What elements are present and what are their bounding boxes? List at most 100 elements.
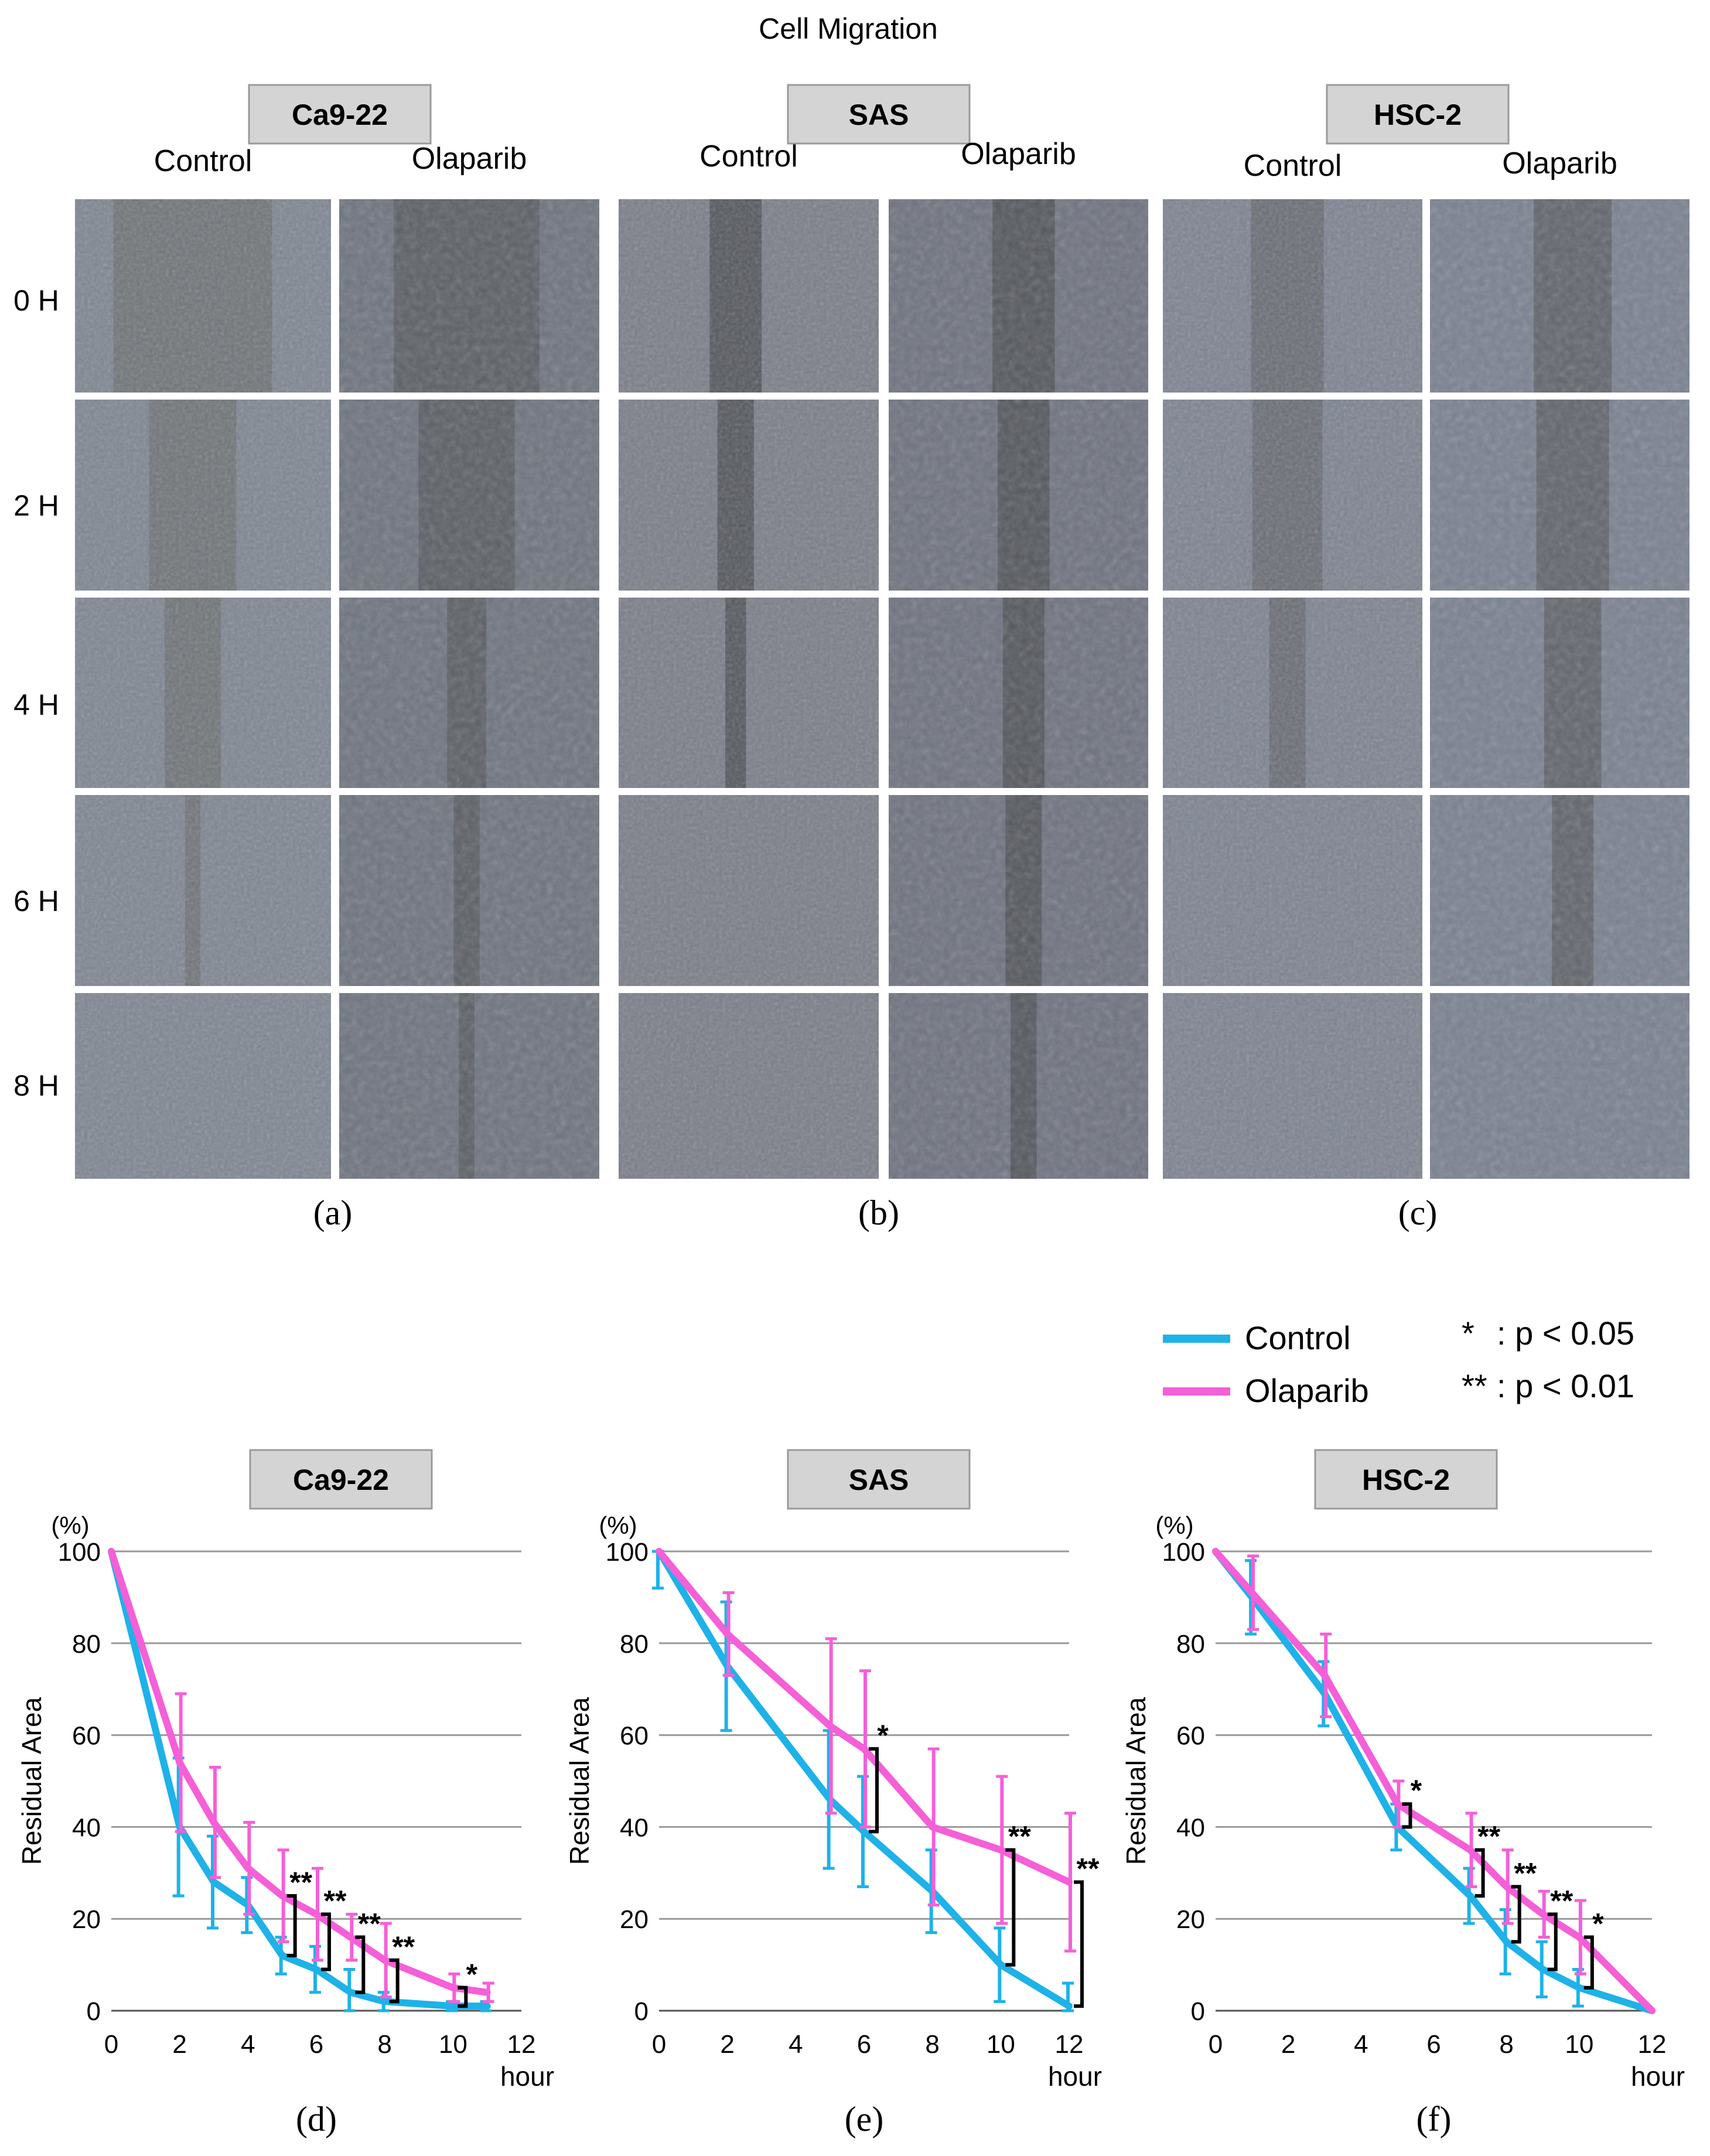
cell-texture bbox=[339, 993, 599, 1179]
chart-title: Ca9-22 bbox=[293, 1464, 389, 1496]
bracket-line bbox=[869, 1747, 879, 1834]
significance-label: ** bbox=[358, 1908, 381, 1940]
significance-bracket: * bbox=[869, 1719, 889, 1834]
cell-texture bbox=[619, 400, 879, 591]
y-tick-label: 20 bbox=[1176, 1905, 1205, 1934]
micrograph-image bbox=[75, 199, 331, 393]
series-line bbox=[108, 1548, 491, 2010]
y-axis-label: Residual Area bbox=[16, 1697, 47, 1865]
series-line bbox=[1212, 1548, 1656, 2014]
chart-2: SAS 0 20 40 60 80 100 0 2 4 6 8 10 12 (%) Residual Area… bbox=[564, 1449, 1102, 2138]
x-axis-label: hour bbox=[500, 2061, 554, 2092]
micrograph-image bbox=[1430, 993, 1689, 1179]
legend: Control Olaparib * : p < 0.05 ** : p < 0… bbox=[1163, 1315, 1634, 1409]
legend-sig2-symbol: ** bbox=[1462, 1367, 1487, 1404]
x-axis-label: hour bbox=[1048, 2061, 1102, 2092]
micrograph-image bbox=[1163, 993, 1422, 1179]
panel-letter: (a) bbox=[313, 1193, 353, 1232]
cell-texture bbox=[619, 199, 879, 393]
x-tick-label: 12 bbox=[1055, 2030, 1084, 2059]
y-tick-label: 0 bbox=[87, 1997, 101, 2026]
column-label-control: Control bbox=[699, 139, 798, 173]
legend-sig2-text: : p < 0.01 bbox=[1497, 1367, 1634, 1404]
cell-texture bbox=[75, 400, 331, 591]
cell-texture bbox=[75, 795, 331, 986]
cell-line-tab bbox=[787, 84, 971, 145]
cell-texture bbox=[339, 199, 599, 393]
significance-bracket: ** bbox=[1511, 1857, 1537, 1944]
cell-line-tab bbox=[248, 84, 432, 145]
significance-bracket: ** bbox=[355, 1908, 381, 1994]
y-tick-label: 60 bbox=[620, 1722, 648, 1751]
micrograph-image bbox=[619, 199, 879, 393]
x-tick-label: 6 bbox=[857, 2030, 871, 2059]
significance-label: ** bbox=[324, 1884, 347, 1917]
y-tick-label: 100 bbox=[1162, 1538, 1205, 1567]
x-tick-label: 6 bbox=[1426, 2030, 1441, 2059]
cell-line-label: SAS bbox=[849, 98, 909, 131]
significance-label: ** bbox=[1477, 1820, 1500, 1853]
micrograph-image bbox=[1163, 598, 1422, 788]
y-tick-label: 0 bbox=[634, 1997, 648, 2026]
micrograph-image bbox=[1163, 400, 1422, 591]
significance-label: ** bbox=[289, 1866, 312, 1899]
micrograph-image bbox=[889, 400, 1148, 591]
panel-letter: (d) bbox=[296, 2100, 337, 2138]
y-tick-label: 60 bbox=[1176, 1722, 1205, 1751]
x-tick-label: 8 bbox=[377, 2030, 391, 2059]
significance-label: * bbox=[1592, 1908, 1604, 1940]
micrograph-image bbox=[75, 795, 331, 986]
x-tick-label: 2 bbox=[1281, 2030, 1295, 2059]
significance-bracket: * bbox=[1402, 1774, 1422, 1829]
cell-texture bbox=[889, 993, 1148, 1179]
micrograph-image bbox=[619, 795, 879, 986]
cell-texture bbox=[1163, 400, 1422, 591]
x-tick-label: 8 bbox=[925, 2030, 939, 2059]
chart-title: SAS bbox=[849, 1464, 909, 1496]
bracket-line bbox=[1005, 1848, 1016, 1967]
y-tick-label: 80 bbox=[620, 1630, 648, 1659]
legend-control-label: Control bbox=[1245, 1319, 1351, 1356]
cell-texture bbox=[619, 795, 879, 986]
x-tick-label: 8 bbox=[1499, 2030, 1513, 2059]
cell-line-tab bbox=[1326, 84, 1510, 145]
cell-texture bbox=[339, 598, 599, 788]
micrograph-image bbox=[619, 598, 879, 788]
column-label-control: Control bbox=[1244, 149, 1342, 183]
bracket-line bbox=[355, 1935, 366, 1994]
time-label: 4 H bbox=[13, 688, 59, 721]
cell-line-label: Ca9-22 bbox=[292, 98, 388, 131]
x-tick-label: 0 bbox=[104, 2030, 118, 2059]
y-tick-label: 20 bbox=[620, 1905, 648, 1934]
cell-texture bbox=[1163, 993, 1422, 1179]
significance-bracket: * bbox=[458, 1958, 478, 2008]
bracket-line bbox=[458, 1986, 468, 2008]
cell-texture bbox=[75, 199, 331, 393]
cell-texture bbox=[889, 400, 1148, 591]
micrograph-image bbox=[1430, 199, 1689, 393]
cell-texture bbox=[1430, 400, 1689, 591]
micrograph-image bbox=[339, 993, 599, 1179]
y-tick-label: 40 bbox=[620, 1813, 648, 1842]
micrograph-image bbox=[339, 199, 599, 393]
significance-label: * bbox=[1411, 1774, 1422, 1807]
x-tick-label: 12 bbox=[1638, 2030, 1667, 2059]
cell-texture bbox=[1163, 795, 1422, 986]
micrograph-image bbox=[1163, 795, 1422, 986]
bracket-line bbox=[286, 1894, 297, 1957]
significance-label: ** bbox=[1550, 1884, 1573, 1917]
series-olaparib bbox=[108, 1548, 494, 2003]
column-label-control: Control bbox=[154, 144, 252, 178]
cell-texture bbox=[1430, 199, 1689, 393]
cell-texture bbox=[889, 795, 1148, 986]
x-tick-label: 12 bbox=[507, 2030, 536, 2059]
micrograph-image bbox=[1163, 199, 1422, 393]
micrograph-image bbox=[1430, 598, 1689, 788]
significance-bracket: ** bbox=[1074, 1852, 1100, 2008]
significance-label: * bbox=[877, 1719, 889, 1752]
cell-line-label: HSC-2 bbox=[1374, 98, 1462, 131]
micrograph-image bbox=[889, 598, 1148, 788]
legend-sig1-text: : p < 0.05 bbox=[1497, 1315, 1634, 1352]
micrograph-image bbox=[339, 400, 599, 591]
y-tick-label: 100 bbox=[606, 1538, 648, 1567]
